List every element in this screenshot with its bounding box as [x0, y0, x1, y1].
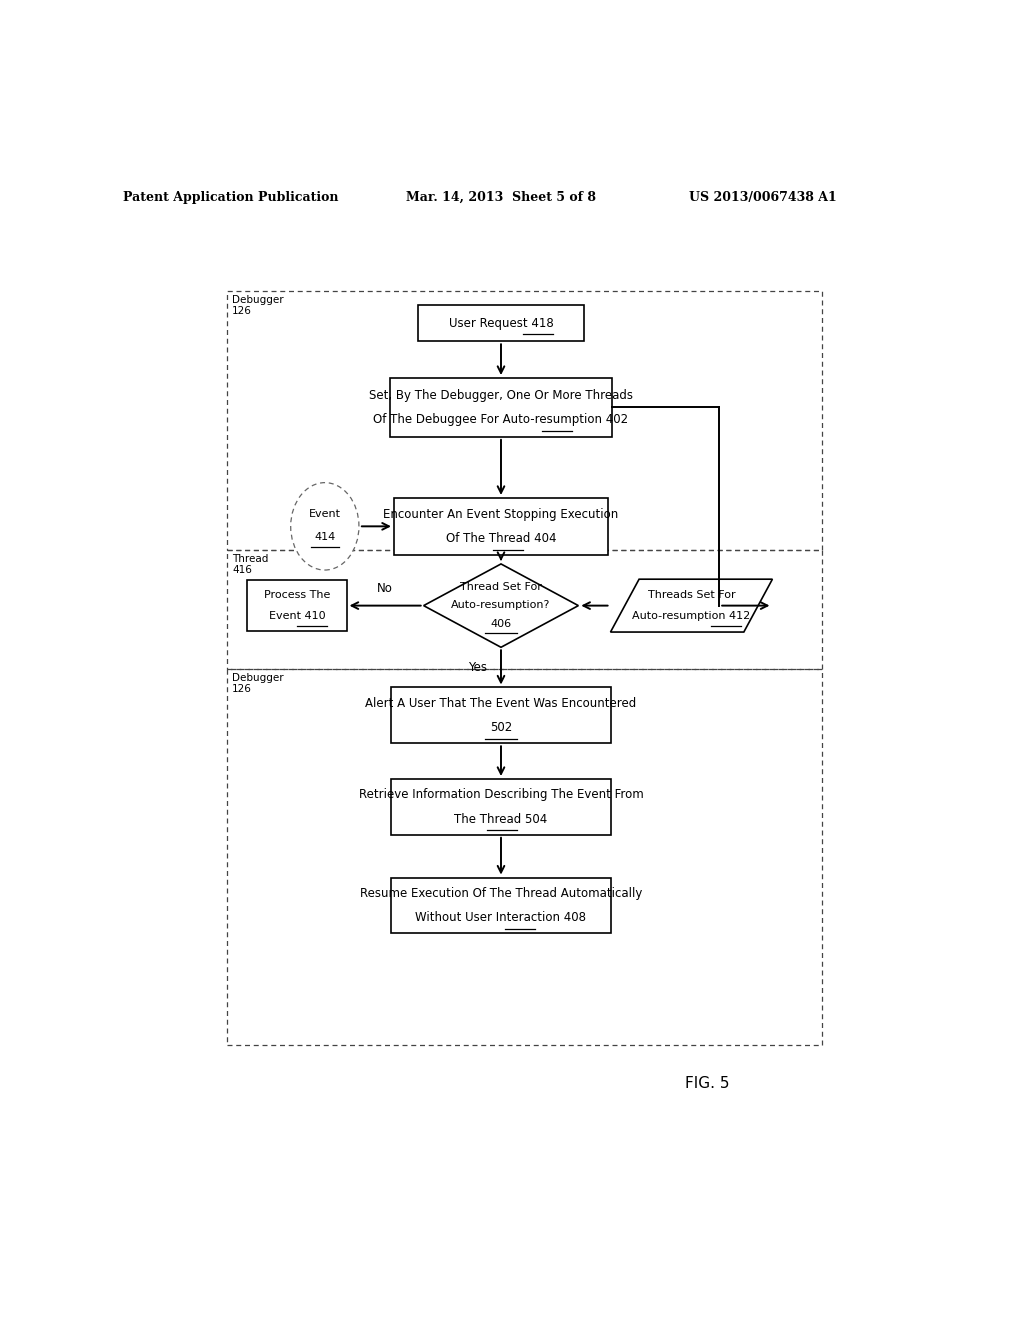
Bar	[390, 378, 612, 437]
Polygon shape	[424, 564, 579, 647]
Text: Patent Application Publication: Patent Application Publication	[124, 190, 339, 203]
Bar	[418, 305, 585, 342]
Text: Event: Event	[309, 510, 341, 519]
Text: Resume Execution Of The Thread Automatically: Resume Execution Of The Thread Automatic…	[359, 887, 642, 900]
Text: Thread
416: Thread 416	[232, 554, 268, 576]
Text: Debugger
126: Debugger 126	[232, 294, 284, 317]
Bar	[391, 688, 611, 743]
Text: Retrieve Information Describing The Event From: Retrieve Information Describing The Even…	[358, 788, 643, 801]
Text: Alert A User That The Event Was Encountered: Alert A User That The Event Was Encounte…	[366, 697, 637, 710]
Text: 414: 414	[314, 532, 336, 541]
Bar	[394, 498, 608, 554]
Text: Set, By The Debugger, One Or More Threads: Set, By The Debugger, One Or More Thread…	[369, 388, 633, 401]
Bar	[391, 779, 611, 834]
Text: 406: 406	[490, 619, 512, 628]
Text: The Thread 504: The Thread 504	[455, 813, 548, 825]
Bar	[248, 581, 347, 631]
Bar	[227, 669, 822, 1044]
Bar	[227, 549, 822, 669]
Text: Auto-resumption?: Auto-resumption?	[452, 599, 551, 610]
Text: No: No	[377, 582, 393, 595]
Bar	[391, 878, 611, 933]
Bar	[227, 290, 822, 549]
Text: Of The Thread 404: Of The Thread 404	[445, 532, 556, 545]
Text: Process The: Process The	[264, 590, 330, 601]
Text: Debugger
126: Debugger 126	[232, 673, 284, 694]
Text: Threads Set For: Threads Set For	[647, 590, 735, 601]
Text: Of The Debuggee For Auto-resumption 402: Of The Debuggee For Auto-resumption 402	[374, 413, 629, 426]
Text: Auto-resumption 412: Auto-resumption 412	[633, 611, 751, 620]
Text: 502: 502	[489, 721, 512, 734]
Text: User Request 418: User Request 418	[449, 317, 553, 330]
Text: Without User Interaction 408: Without User Interaction 408	[416, 911, 587, 924]
Text: Thread Set For: Thread Set For	[460, 582, 542, 593]
Polygon shape	[610, 579, 772, 632]
Text: Event 410: Event 410	[268, 611, 326, 620]
Text: Mar. 14, 2013  Sheet 5 of 8: Mar. 14, 2013 Sheet 5 of 8	[406, 190, 596, 203]
Text: US 2013/0067438 A1: US 2013/0067438 A1	[689, 190, 837, 203]
Circle shape	[291, 483, 359, 570]
Text: Yes: Yes	[468, 661, 486, 675]
Text: Encounter An Event Stopping Execution: Encounter An Event Stopping Execution	[383, 508, 618, 520]
Text: FIG. 5: FIG. 5	[685, 1076, 729, 1090]
